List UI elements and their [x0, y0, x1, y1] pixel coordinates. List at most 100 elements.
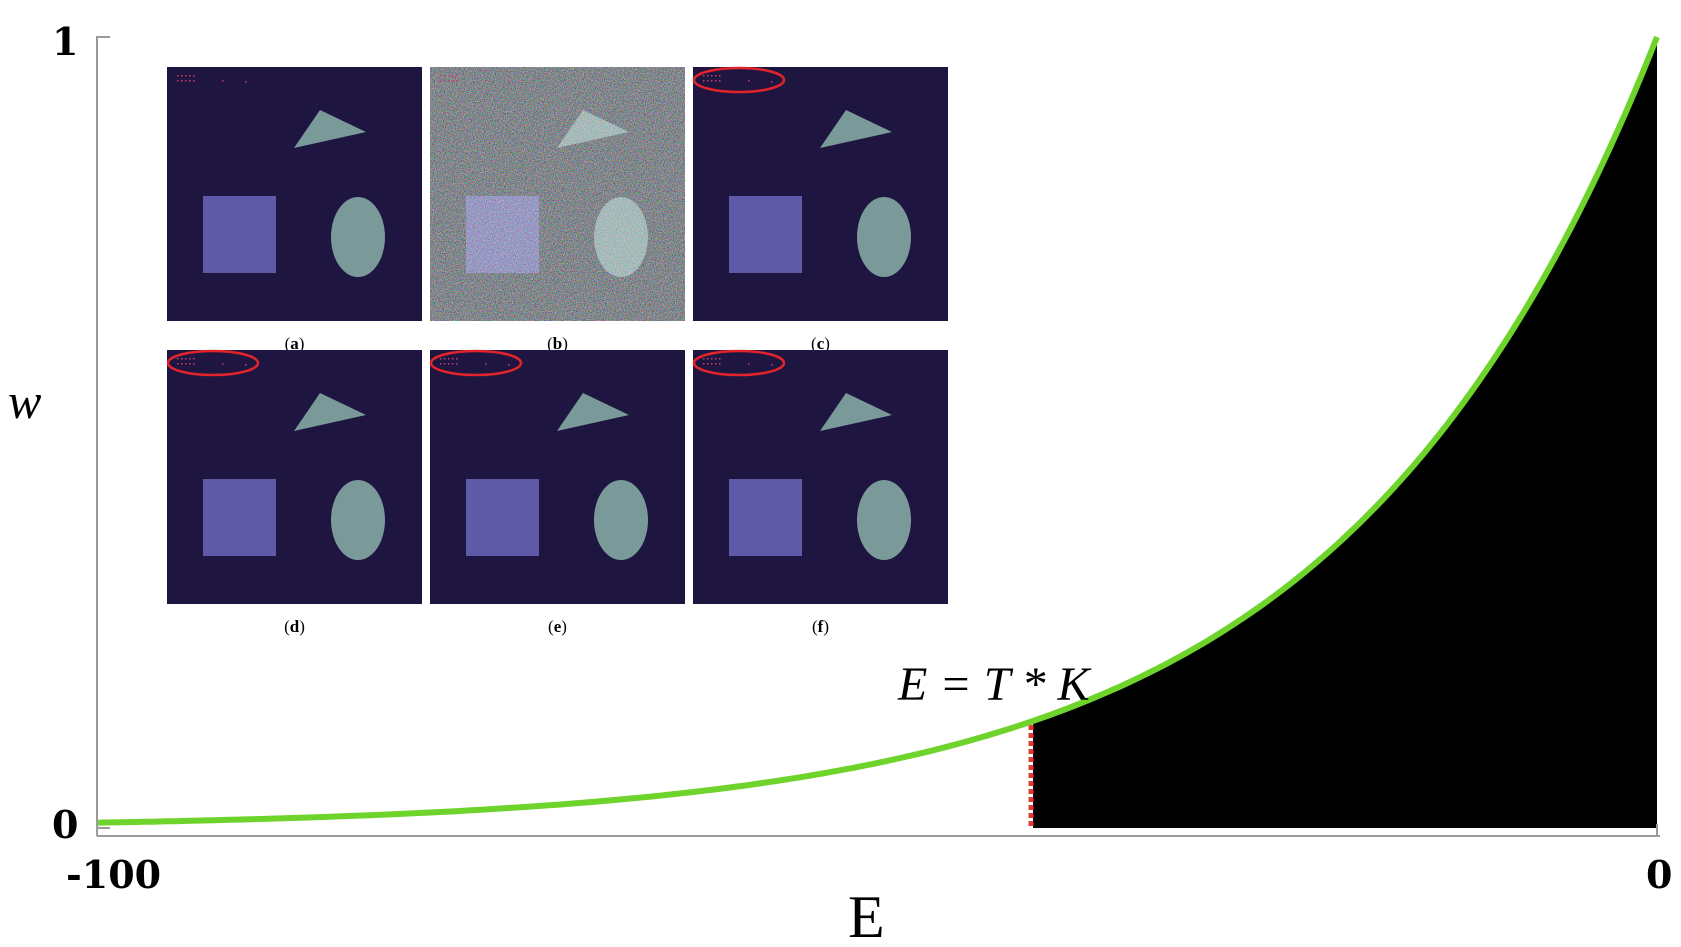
- inset-triangle: [294, 110, 366, 148]
- inset-highlight-ellipse: [692, 66, 786, 94]
- inset-label: (e): [548, 617, 567, 636]
- inset-dot: [711, 363, 713, 365]
- curve-line: [96, 35, 1660, 826]
- inset-label: (f): [812, 617, 829, 636]
- inset-dot: [440, 80, 442, 82]
- inset-panel-a: (a): [167, 67, 422, 353]
- inset-dot: [444, 80, 446, 82]
- inset-dot: [448, 363, 450, 365]
- inset-dot: [245, 364, 247, 366]
- inset-dot: [440, 358, 442, 360]
- inset-dot: [748, 363, 750, 365]
- inset-dot: [456, 75, 458, 77]
- inset-dot: [189, 358, 191, 360]
- inset-dot: [485, 363, 487, 365]
- inset-triangle: [294, 393, 366, 431]
- inset-triangle: [557, 393, 629, 431]
- inset-background: [693, 350, 948, 604]
- inset-label: (a): [285, 334, 305, 353]
- inset-dot: [719, 75, 721, 77]
- inset-dot: [185, 75, 187, 77]
- inset-dot: [177, 358, 179, 360]
- inset-dot: [452, 80, 454, 82]
- inset-dot: [707, 75, 709, 77]
- inset-dot: [185, 363, 187, 365]
- inset-ellipse: [857, 480, 911, 560]
- inset-dot: [222, 363, 224, 365]
- inset-ellipse: [594, 197, 648, 277]
- inset-dot: [181, 358, 183, 360]
- inset-ellipse: [331, 480, 385, 560]
- inset-dot: [715, 80, 717, 82]
- inset-highlight-ellipse: [166, 349, 260, 377]
- inset-dot: [711, 358, 713, 360]
- inset-dot: [189, 363, 191, 365]
- inset-dot: [711, 80, 713, 82]
- inset-dot: [456, 358, 458, 360]
- inset-panel-e: (e): [429, 349, 685, 636]
- inset-background: [693, 67, 948, 321]
- inset-ellipse: [331, 197, 385, 277]
- y-axis-title: w: [8, 373, 41, 429]
- inset-dot: [748, 80, 750, 82]
- inset-highlight-ellipse: [429, 349, 523, 377]
- y-tick-label-bottom: 0: [52, 802, 78, 847]
- shaded-area: [1033, 40, 1657, 828]
- inset-dot: [703, 358, 705, 360]
- inset-dot: [222, 80, 224, 82]
- inset-square: [466, 196, 539, 273]
- inset-dot: [719, 80, 721, 82]
- inset-dot: [444, 363, 446, 365]
- inset-dot: [707, 358, 709, 360]
- inset-dot: [703, 363, 705, 365]
- inset-square: [729, 196, 802, 273]
- inset-dot: [719, 358, 721, 360]
- x-tick-label-left: -100: [66, 852, 161, 897]
- inset-dot: [452, 75, 454, 77]
- inset-dot: [193, 80, 195, 82]
- inset-dot: [193, 75, 195, 77]
- inset-triangle: [820, 393, 892, 431]
- inset-dot: [193, 358, 195, 360]
- inset-dot: [715, 75, 717, 77]
- inset-dot: [771, 81, 773, 83]
- inset-dot: [177, 80, 179, 82]
- inset-triangle: [820, 110, 892, 148]
- inset-panel-f: (f): [692, 349, 948, 636]
- inset-label: (b): [547, 334, 568, 353]
- inset-dot: [703, 80, 705, 82]
- inset-dot: [707, 80, 709, 82]
- inset-dot: [444, 75, 446, 77]
- inset-panels: (a) (b) (c) (d) (e) (f): [166, 66, 948, 636]
- inset-dot: [444, 358, 446, 360]
- inset-dot: [707, 363, 709, 365]
- inset-background: [430, 67, 685, 321]
- inset-label: (d): [284, 617, 305, 636]
- inset-background: [167, 67, 422, 321]
- inset-dot: [452, 363, 454, 365]
- inset-dot: [456, 80, 458, 82]
- inset-dot: [711, 75, 713, 77]
- inset-dot: [189, 75, 191, 77]
- inset-dot: [193, 363, 195, 365]
- inset-triangle: [557, 110, 629, 148]
- inset-dot: [189, 80, 191, 82]
- inset-dot: [719, 363, 721, 365]
- inset-square: [203, 196, 276, 273]
- inset-dot: [440, 363, 442, 365]
- inset-dot: [185, 80, 187, 82]
- inset-dot: [715, 358, 717, 360]
- inset-dot: [185, 358, 187, 360]
- inset-dot: [508, 81, 510, 83]
- inset-dot: [177, 363, 179, 365]
- inset-panel-d: (d): [166, 349, 422, 636]
- inset-dot: [448, 75, 450, 77]
- inset-ellipse: [857, 197, 911, 277]
- inset-panel-c: (c): [692, 66, 948, 353]
- inset-dot: [181, 363, 183, 365]
- inset-dot: [440, 75, 442, 77]
- inset-square: [203, 479, 276, 556]
- inset-ellipse: [594, 480, 648, 560]
- inset-dot: [452, 358, 454, 360]
